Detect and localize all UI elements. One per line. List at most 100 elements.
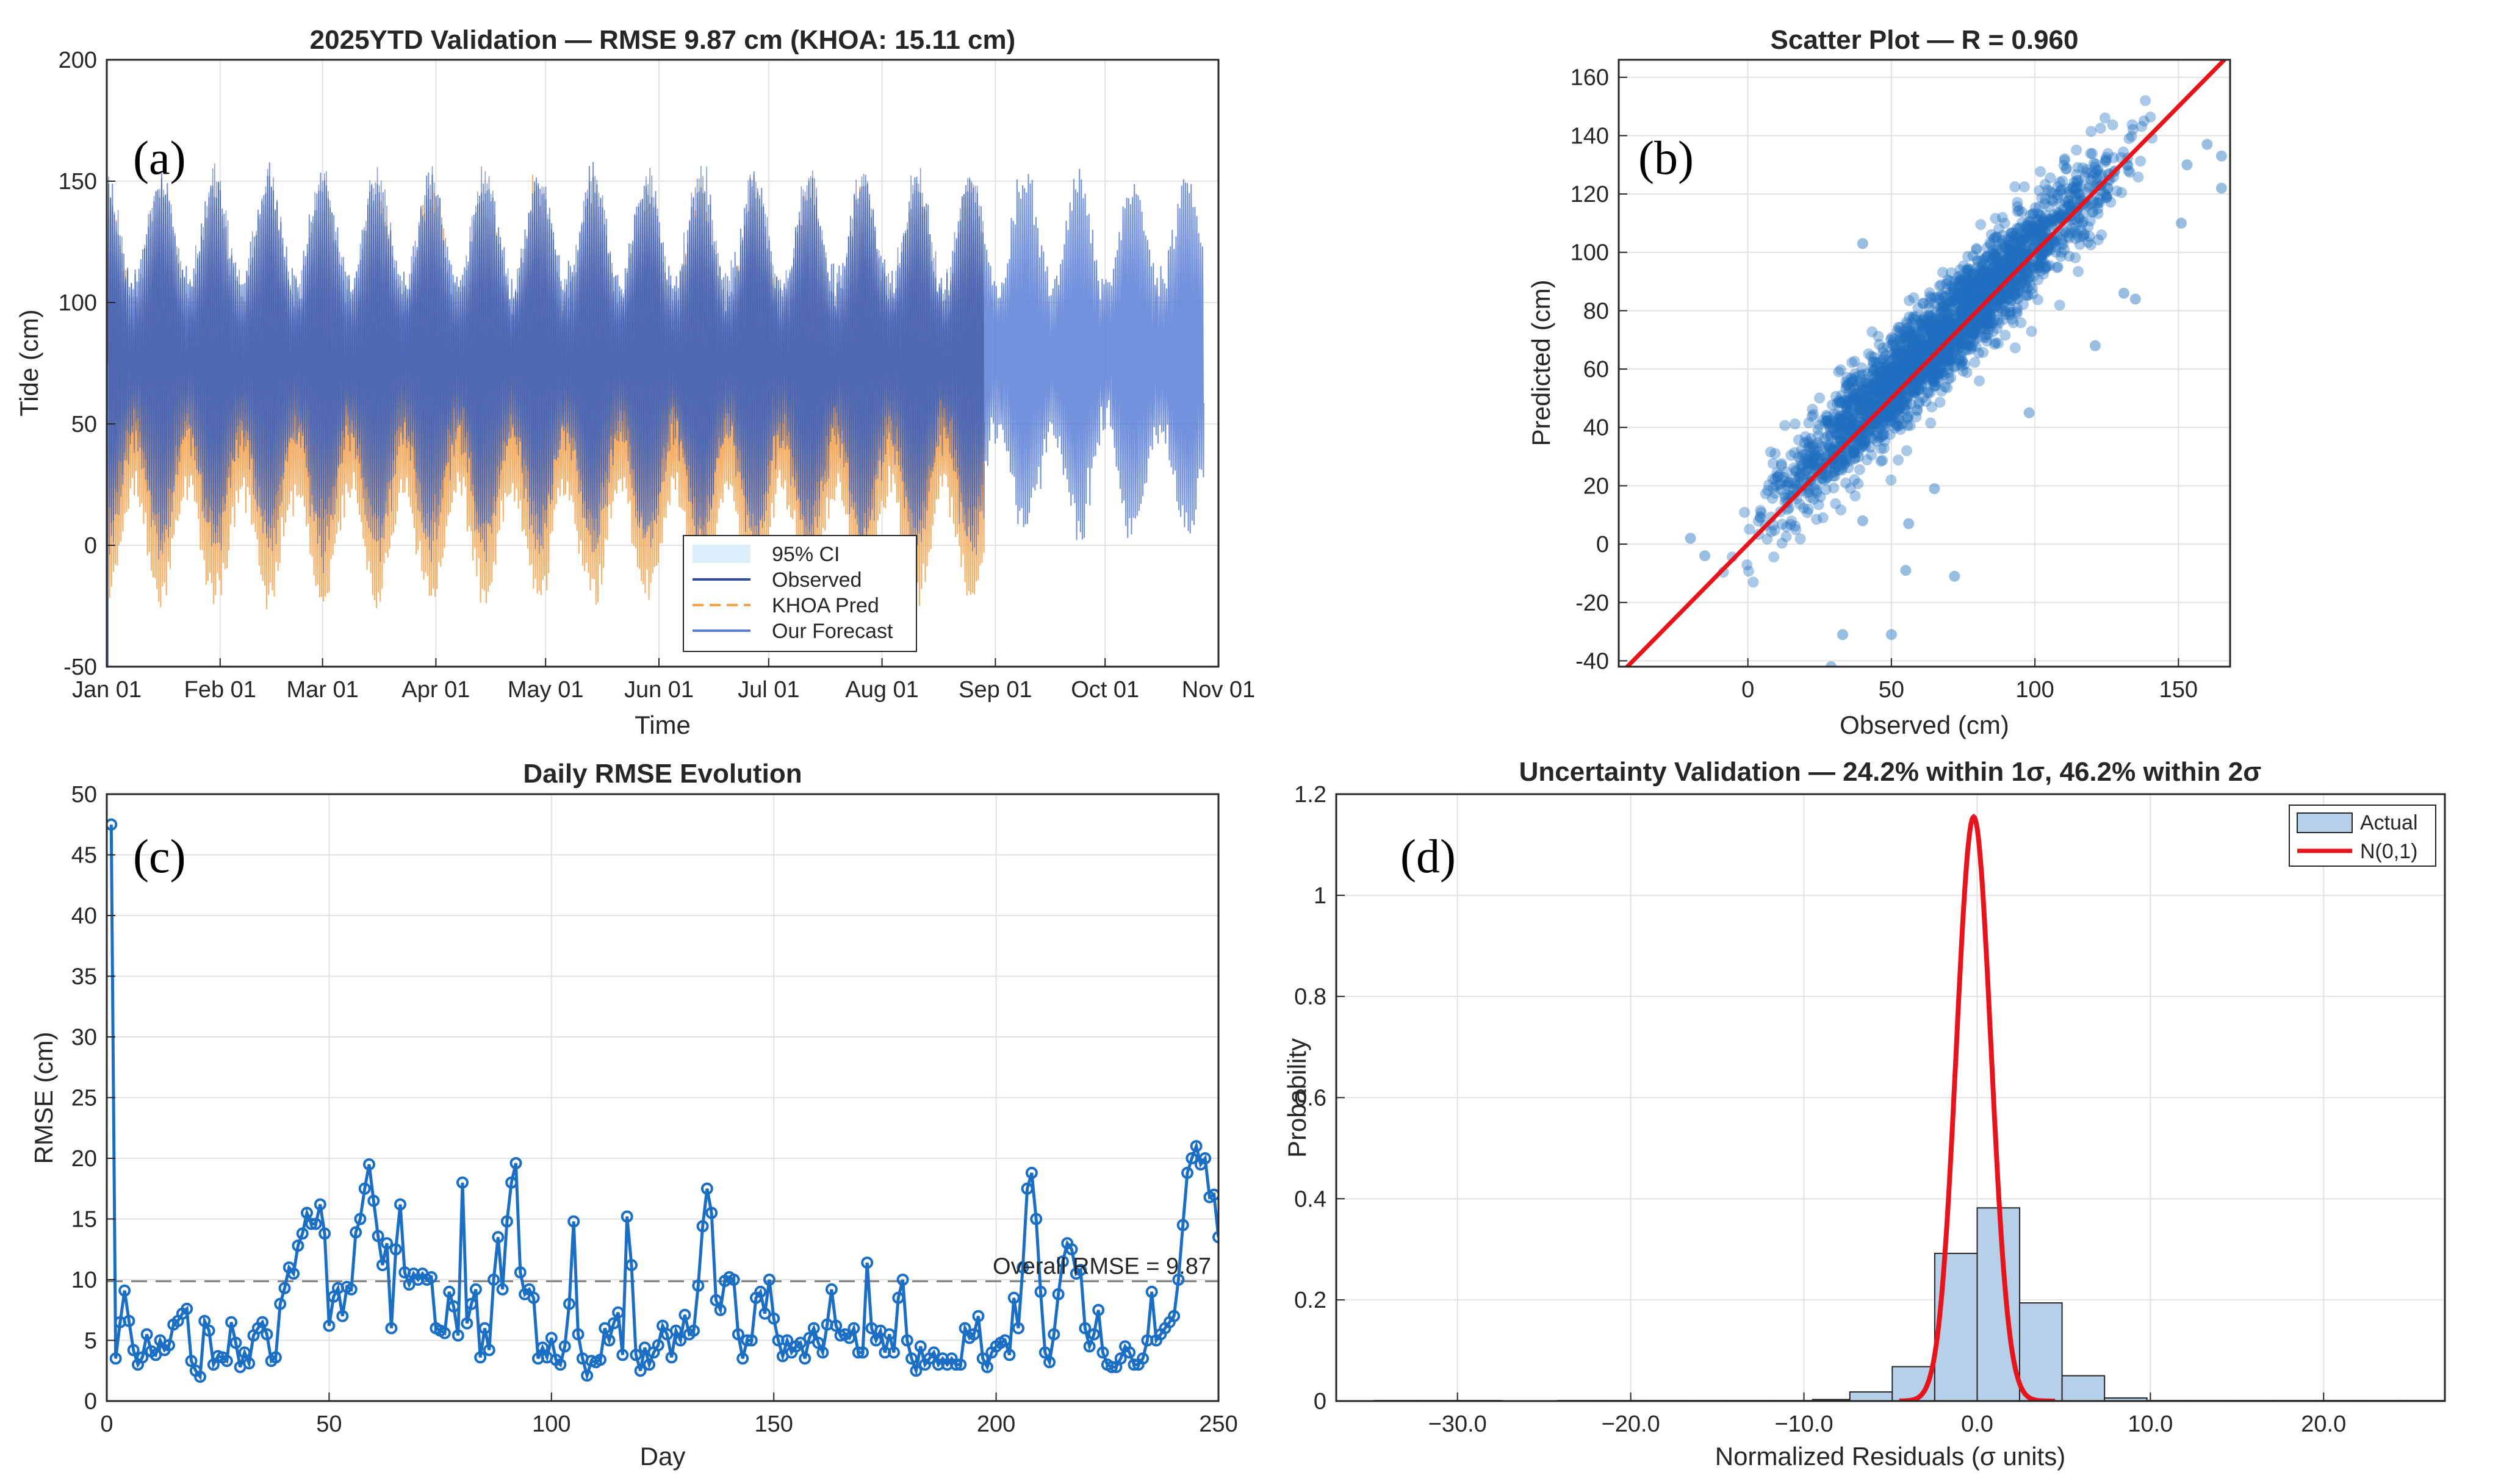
scatter-point: [1984, 274, 1995, 286]
scatter-point: [1856, 408, 1867, 420]
scatter-point: [1934, 313, 1946, 324]
scatter-point: [1905, 353, 1916, 364]
scatter-point: [1901, 411, 1913, 423]
scatter-point: [2021, 290, 2033, 301]
scatter-point: [2046, 187, 2058, 199]
scatter-point: [2201, 138, 2213, 150]
scatter-point: [1913, 355, 1924, 367]
x-tick-label: Jul 01: [738, 677, 799, 703]
scatter-point: [1968, 324, 1980, 335]
scatter-point: [1972, 281, 1984, 292]
scatter-point: [1912, 343, 1923, 355]
scatter-point: [1905, 384, 1917, 396]
scatter-point: [2085, 174, 2096, 185]
scatter-point: [1932, 326, 1943, 337]
scatter-point: [1999, 255, 2011, 267]
scatter-point: [1926, 327, 1938, 339]
scatter-point: [1828, 482, 1840, 493]
scatter-point: [1852, 403, 1864, 414]
scatter-point: [2073, 231, 2085, 243]
scatter-point: [1869, 371, 1880, 383]
scatter-point: [1873, 387, 1885, 398]
scatter-point: [1901, 365, 1912, 376]
y-tick-label: 0.4: [1294, 1186, 1326, 1212]
scatter-point: [1963, 275, 1974, 287]
scatter-point: [1880, 371, 1891, 382]
scatter-point: [2089, 340, 2101, 351]
scatter-point: [1885, 411, 1897, 423]
scatter-point: [2055, 185, 2067, 196]
scatter-point: [2071, 169, 2082, 181]
scatter-point: [1844, 383, 1855, 395]
scatter-point: [1846, 420, 1858, 431]
scatter-point: [1892, 403, 1904, 415]
scatter-point: [2088, 157, 2100, 169]
scatter-point: [1844, 482, 1856, 494]
scatter-point: [1967, 268, 1979, 280]
scatter-point: [1803, 441, 1815, 453]
scatter-point: [1911, 404, 1923, 415]
scatter-point: [1938, 300, 1949, 312]
scatter-point: [2116, 187, 2128, 198]
x-tick-label: 0: [1741, 677, 1754, 703]
scatter-point: [1871, 375, 1882, 387]
scatter-point: [1940, 324, 1952, 336]
scatter-point: [1857, 238, 1868, 249]
scatter-point: [1929, 362, 1940, 374]
scatter-point: [2176, 217, 2187, 229]
scatter-point: [1873, 392, 1885, 404]
scatter-point: [1904, 349, 1915, 360]
scatter-point: [1988, 277, 1999, 289]
scatter-point: [2084, 231, 2095, 242]
scatter-point: [1954, 264, 1966, 276]
y-tick-label: 100: [1571, 240, 1609, 266]
scatter-point: [1848, 393, 1859, 404]
panel-d-residual-histogram: −30.0 −20.0 −10.0 0.0 10.0 20.000.20.40.60.81…: [1283, 757, 2446, 1471]
scatter-point: [2031, 228, 2043, 239]
scatter-point: [2020, 279, 2031, 291]
scatter-point: [1854, 404, 1865, 416]
scatter-point: [1865, 400, 1876, 411]
scatter-point: [1946, 296, 1958, 307]
scatter-point: [1949, 295, 1960, 306]
scatter-point: [1999, 289, 2011, 299]
scatter-point: [2012, 243, 2023, 254]
scatter-point: [1805, 458, 1817, 470]
scatter-point: [1887, 401, 1898, 413]
scatter-point: [1909, 387, 1920, 399]
scatter-point: [1811, 485, 1823, 496]
scatter-point: [1904, 311, 1915, 323]
scatter-point: [1947, 315, 1959, 326]
scatter-point: [2067, 182, 2078, 194]
scatter-point: [1840, 395, 1851, 407]
scatter-point: [1866, 431, 1877, 443]
scatter-point: [1842, 395, 1854, 406]
scatter-point: [1803, 487, 1815, 498]
scatter-point: [1853, 451, 1865, 462]
scatter-point: [1970, 296, 1981, 307]
scatter-point: [1885, 406, 1897, 417]
scatter-point: [2100, 152, 2112, 163]
scatter-point: [1905, 329, 1916, 341]
scatter-point: [1907, 317, 1918, 328]
y-tick-label: 0.2: [1294, 1288, 1326, 1313]
scatter-point: [1919, 334, 1931, 346]
scatter-point: [2057, 209, 2068, 220]
scatter-point: [1833, 395, 1845, 406]
scatter-point: [1906, 329, 1918, 340]
scatter-point: [1827, 422, 1839, 434]
scatter-point: [1839, 422, 1851, 434]
scatter-point: [2012, 284, 2023, 295]
scatter-point: [1929, 292, 1940, 303]
scatter-point: [1985, 281, 1996, 292]
scatter-point: [1999, 265, 2011, 276]
scatter-point: [1895, 321, 1906, 333]
scatter-point: [1906, 357, 1918, 369]
scatter-point: [2099, 112, 2111, 124]
scatter-point: [1884, 354, 1895, 366]
scatter-point: [1865, 426, 1876, 437]
scatter-point: [2046, 213, 2058, 225]
scatter-point: [1783, 476, 1794, 488]
scatter-point: [1755, 512, 1766, 523]
